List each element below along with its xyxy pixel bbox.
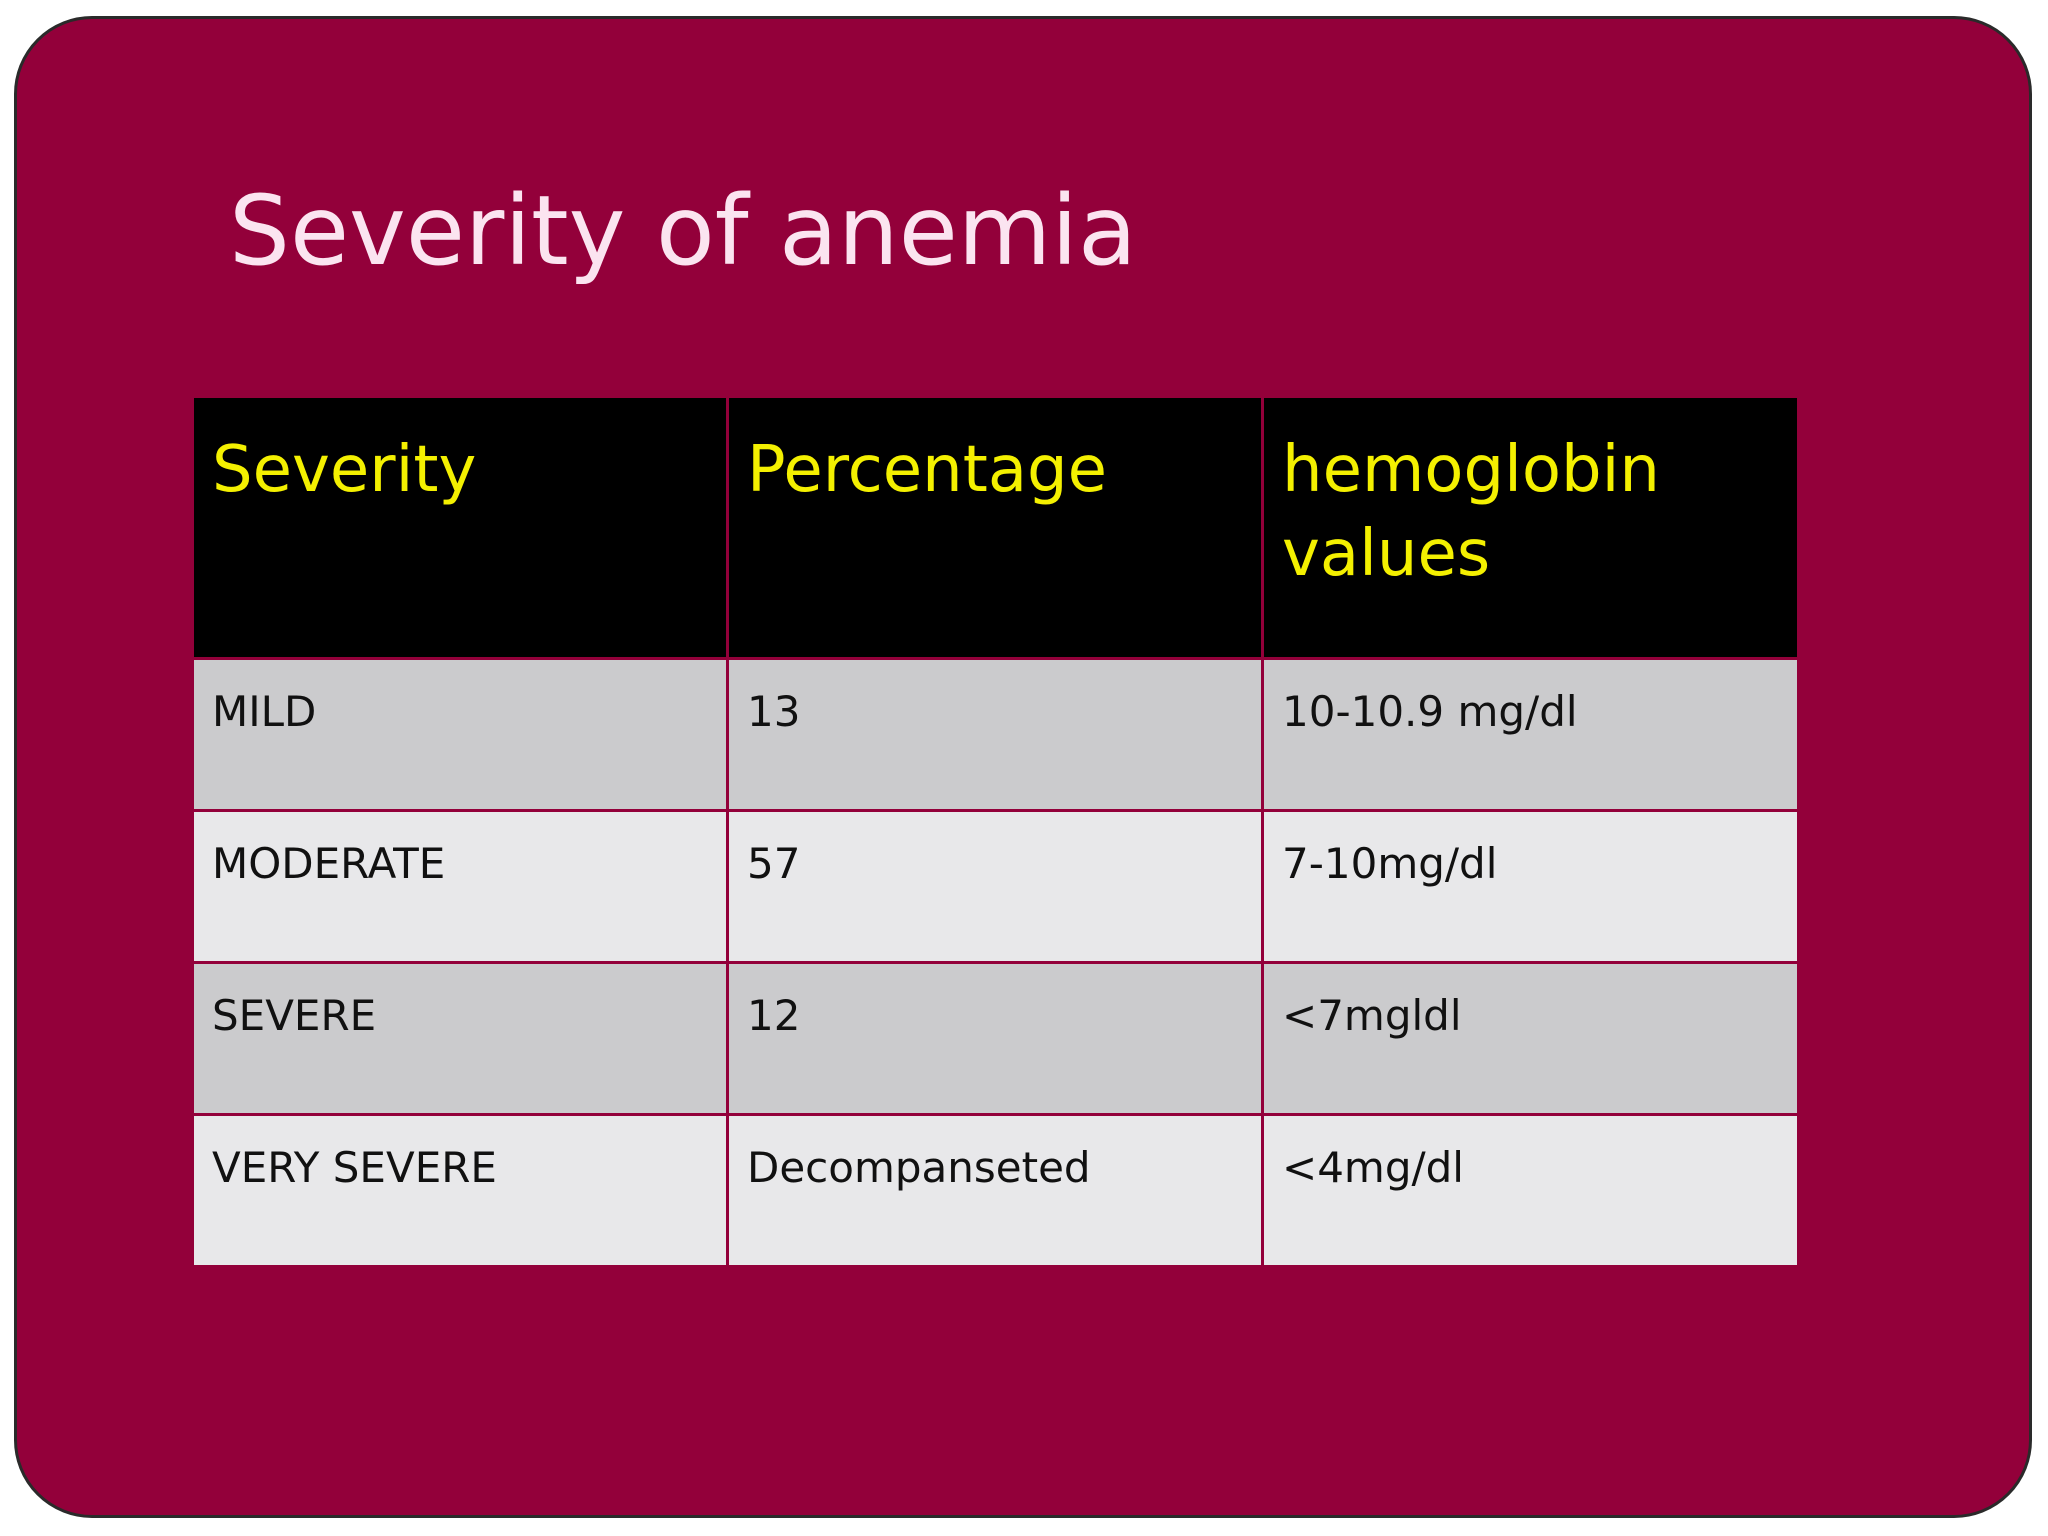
cell-percentage: 12 bbox=[726, 961, 1264, 1116]
cell-severity: VERY SEVERE bbox=[191, 1113, 729, 1268]
cell-hemoglobin: 10-10.9 mg/dl bbox=[1261, 657, 1800, 812]
table-row: MODERATE 57 7-10mg/dl bbox=[191, 809, 1800, 964]
cell-hemoglobin: <7mgldl bbox=[1261, 961, 1800, 1116]
cell-severity: MODERATE bbox=[191, 809, 729, 964]
cell-hemoglobin: 7-10mg/dl bbox=[1261, 809, 1800, 964]
header-hemoglobin-values: hemoglobin values bbox=[1261, 395, 1800, 660]
table-header-row: Severity Percentage hemoglobin values bbox=[191, 395, 1800, 660]
slide: Severity of anemia Severity Percentage h… bbox=[14, 16, 2032, 1518]
table-row: VERY SEVERE Decompanseted <4mg/dl bbox=[191, 1113, 1800, 1268]
table-row: MILD 13 10-10.9 mg/dl bbox=[191, 657, 1800, 812]
cell-severity: MILD bbox=[191, 657, 729, 812]
cell-severity: SEVERE bbox=[191, 961, 729, 1116]
cell-percentage: 13 bbox=[726, 657, 1264, 812]
header-percentage: Percentage bbox=[726, 395, 1264, 660]
severity-table: Severity Percentage hemoglobin values MI… bbox=[191, 395, 1800, 1268]
slide-title: Severity of anemia bbox=[229, 175, 1137, 287]
cell-percentage: 57 bbox=[726, 809, 1264, 964]
cell-percentage: Decompanseted bbox=[726, 1113, 1264, 1268]
header-severity: Severity bbox=[191, 395, 729, 660]
cell-hemoglobin: <4mg/dl bbox=[1261, 1113, 1800, 1268]
table-row: SEVERE 12 <7mgldl bbox=[191, 961, 1800, 1116]
